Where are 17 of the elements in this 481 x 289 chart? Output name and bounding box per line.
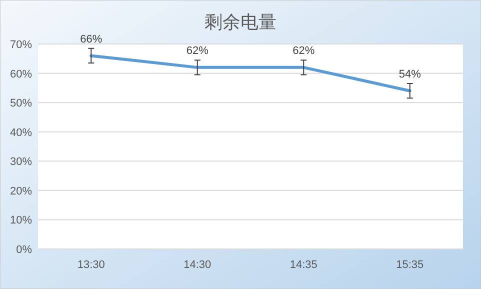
y-tick-label: 20%: [10, 185, 32, 198]
x-tick-label: 14:35: [290, 259, 318, 271]
y-tick-label: 40%: [10, 126, 32, 139]
y-tick-label: 70%: [10, 39, 32, 51]
y-tick-label: 50%: [10, 98, 32, 110]
x-tick-label: 15:35: [396, 259, 424, 271]
x-tick-label: 13:30: [77, 259, 105, 271]
y-tick-label: 30%: [10, 156, 32, 168]
x-tick-label: 14:30: [184, 259, 212, 271]
y-tick-label: 0%: [16, 244, 32, 256]
data-label: 62%: [186, 45, 209, 58]
data-label: 62%: [292, 45, 315, 58]
data-label: 66%: [80, 33, 102, 46]
y-tick-label: 10%: [10, 214, 32, 227]
y-tick-label: 60%: [10, 68, 32, 80]
chart-title: 剩余电量: [204, 12, 276, 32]
data-label: 54%: [398, 68, 422, 81]
